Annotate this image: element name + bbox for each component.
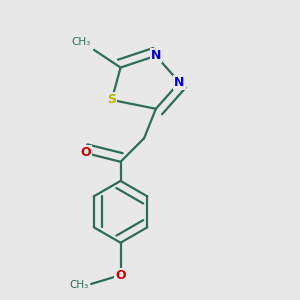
Text: N: N xyxy=(151,49,161,62)
Text: O: O xyxy=(80,146,91,159)
Text: CH₃: CH₃ xyxy=(69,280,88,290)
Text: S: S xyxy=(107,93,116,106)
Text: O: O xyxy=(115,268,126,282)
Text: N: N xyxy=(174,76,184,89)
Text: CH₃: CH₃ xyxy=(72,37,91,47)
